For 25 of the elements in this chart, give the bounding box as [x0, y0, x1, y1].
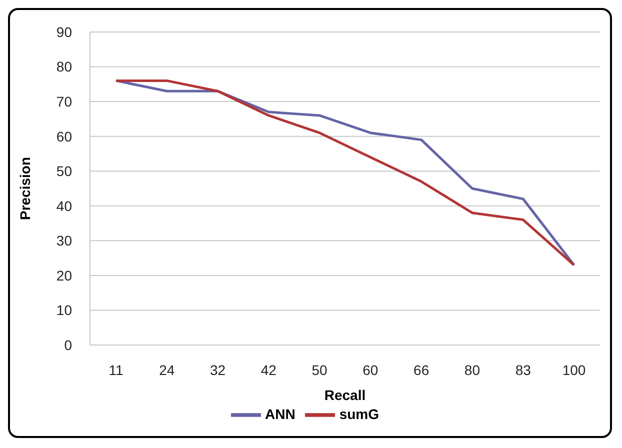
line-series	[114, 79, 576, 266]
y-tick-label: 80	[56, 58, 72, 75]
y-tick-label: 10	[56, 302, 72, 318]
x-axis-title: Recall	[324, 387, 366, 403]
y-tick-label: 40	[56, 198, 72, 214]
x-tick-label: 42	[260, 362, 277, 378]
x-tick-label: 32	[210, 362, 226, 378]
y-tick-label: 20	[56, 267, 72, 284]
y-tick-label: 30	[56, 232, 72, 249]
x-tick-label: 83	[515, 362, 532, 378]
x-tick-label: 50	[312, 362, 328, 378]
legend-label: ANN	[264, 406, 296, 422]
x-tick-label: 66	[414, 362, 430, 378]
x-tick-label: 24	[159, 362, 175, 378]
x-tick-label: 11	[108, 362, 124, 378]
y-axis-title: Precision	[16, 156, 33, 220]
legend-label: sumG	[339, 406, 380, 422]
y-tick-label: 70	[56, 94, 72, 110]
y-tick-label: 90	[56, 24, 72, 40]
x-tick-label: 60	[362, 362, 378, 378]
x-tick-label: 80	[464, 362, 480, 378]
y-tick-label: 0	[64, 336, 72, 353]
x-tick-label: 100	[562, 362, 586, 378]
y-tick-label: 50	[56, 163, 72, 180]
y-tick-label: 60	[56, 128, 72, 144]
